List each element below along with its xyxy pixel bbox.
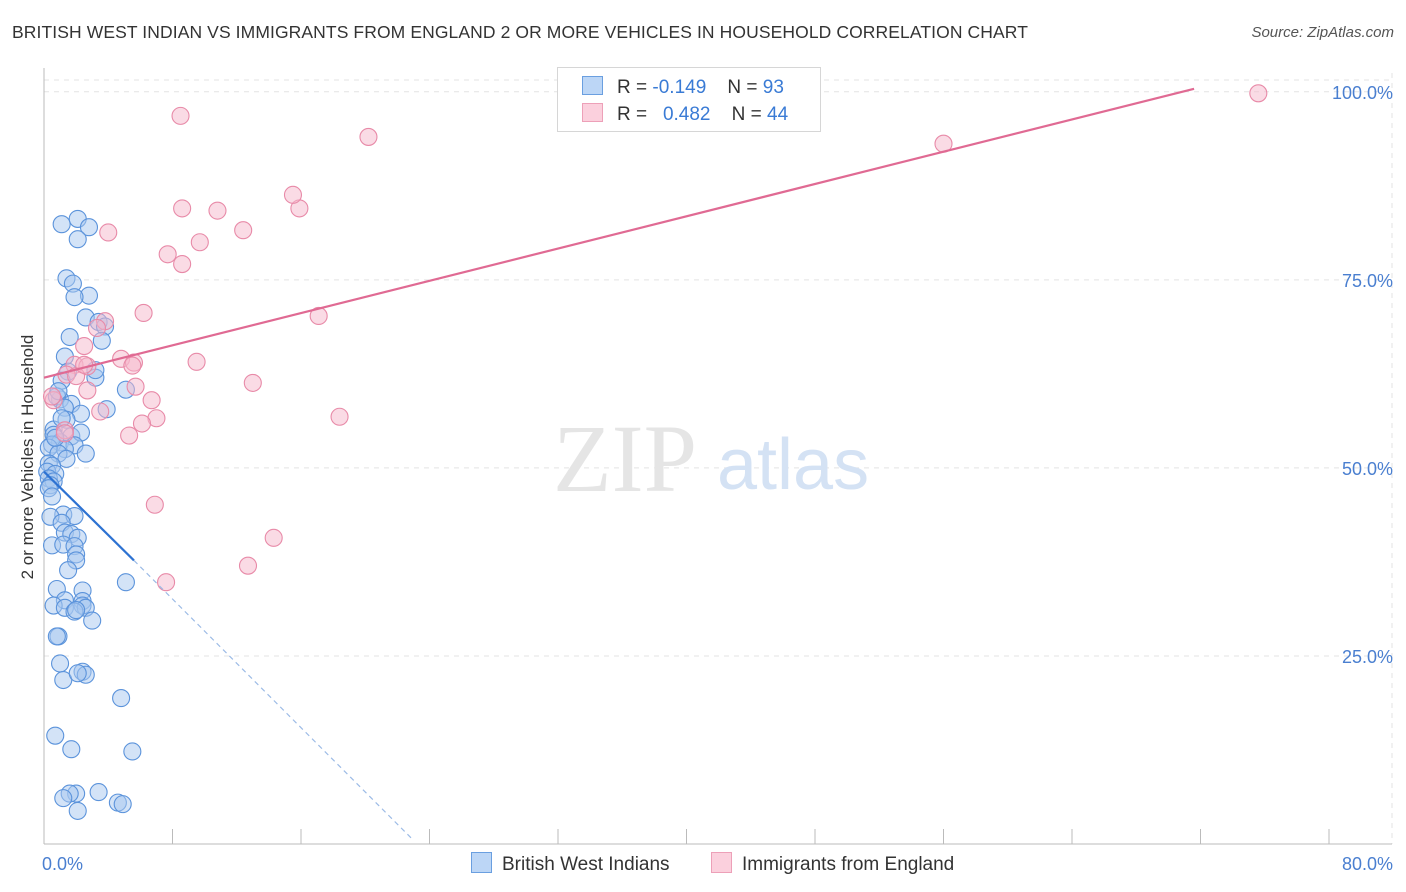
data-point [142,391,161,410]
data-point [158,245,177,264]
data-point [208,201,227,220]
legend-swatch-blue [582,76,603,95]
data-point [68,230,87,249]
stats-legend: R = -0.149 N = 93 R = 0.482 N = 44 [557,67,821,132]
data-point [157,573,176,592]
data-point [234,221,253,240]
legend-n-value: 93 [762,77,784,98]
legend-row-blue: R = -0.149 N = 93 [582,76,784,99]
data-point [59,561,78,580]
y-tick-label: 25.0% [1342,647,1393,667]
y-axis-label: 2 or more Vehicles in Household [18,334,37,580]
data-point [359,127,378,146]
data-point [60,327,79,347]
y-tick-label: 50.0% [1342,459,1393,479]
data-point [67,601,86,620]
data-point [126,377,145,396]
legend-swatch-pink [711,852,732,873]
y-tick-label: 75.0% [1342,271,1393,291]
watermark-atlas: atlas [717,425,869,505]
data-point [123,742,142,761]
data-point [113,795,132,814]
data-point [79,218,99,237]
y-tick-label: 100.0% [1332,83,1393,103]
trend-extension-british-west-indians [133,559,414,841]
data-point [62,740,81,759]
data-point [120,426,139,445]
data-point [173,255,192,274]
data-point [145,495,164,514]
data-point [123,356,142,375]
data-point [52,215,71,234]
data-point [238,556,258,575]
data-point [83,611,102,630]
data-point [42,387,62,406]
data-point [46,726,65,745]
trend-line-british-west-indians [43,470,135,562]
data-point [87,318,107,338]
data-point [91,402,110,421]
data-point [75,355,94,374]
data-point [283,185,303,204]
zipatlas-watermark: ZIP atlas [553,405,869,512]
data-point [1249,84,1268,103]
data-point [330,407,349,426]
legend-n-value: 44 [767,104,789,125]
legend-swatch-pink [582,103,603,122]
series-british-west-indians [38,209,142,820]
tick-labels: 100.0% 75.0% 50.0% 25.0% 0.0% 80.0% [42,83,1393,874]
chart-title: BRITISH WEST INDIAN VS IMMIGRANTS FROM E… [12,22,1028,42]
legend-label: Immigrants from England [742,854,955,875]
data-point [76,444,95,463]
legend-r-value: 0.482 [662,104,711,125]
data-point [134,303,153,323]
legend-label: British West Indians [502,854,670,875]
data-point [55,424,74,443]
x-tick-label-end: 80.0% [1342,854,1393,874]
data-point [89,783,108,802]
legend-row-pink: R = 0.482 N = 44 [582,103,788,126]
legend-n-label: N = [731,104,762,125]
legend-n-label: N = [727,77,758,98]
data-point [75,336,94,356]
data-point [54,789,73,808]
data-point [78,381,97,400]
data-point [171,106,190,125]
data-point [99,223,118,242]
watermark-zip: ZIP [553,405,697,512]
legend-r-label: R = [617,104,648,125]
x-tick-label-start: 0.0% [42,854,83,874]
trend-line-immigrants-from-england [43,87,1195,379]
data-point [116,573,135,592]
data-point [68,801,87,820]
data-point [190,233,209,252]
data-point [243,373,262,392]
data-point [132,414,152,433]
source-credit: Source: ZipAtlas.com [1251,24,1394,41]
series-legend: British West Indians Immigrants from Eng… [0,852,1406,878]
data-point [309,306,328,326]
data-point [68,664,87,683]
data-point [173,199,192,218]
trend-lines [43,87,1195,841]
legend-item-british-west-indians: British West Indians [471,852,670,876]
series-immigrants-from-england [42,84,1268,592]
data-point [42,487,62,506]
data-point [51,654,70,673]
data-point [264,528,283,547]
data-point [65,288,84,307]
legend-swatch-blue [471,852,492,873]
data-point [47,627,66,646]
data-point [112,689,131,708]
data-point [187,352,206,371]
legend-r-label: R = [617,77,648,98]
legend-item-immigrants-from-england: Immigrants from England [711,852,954,876]
legend-r-value: -0.149 [652,77,707,98]
